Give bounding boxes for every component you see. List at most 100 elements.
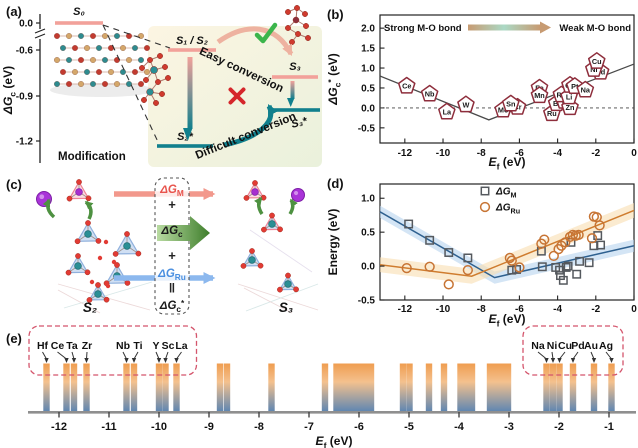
element-label: Mn (534, 91, 545, 100)
panel-e-barcode-chart: -12 -11 -10 -9 -8 -7 -6 -5 -4 -3 -2 -1 Ef (eV) Hf Ce Ta… (28, 325, 636, 448)
y-tick-label: 2.0 (361, 24, 375, 35)
bar (216, 363, 224, 412)
bar (457, 363, 464, 412)
x-tick-label: -8 (477, 304, 486, 315)
element-label: Ru (547, 109, 557, 118)
energy-term-label: ΔGc* (159, 298, 185, 314)
bar-Cu (556, 363, 563, 412)
modification-label: Modification (58, 151, 126, 163)
check-icon (254, 22, 278, 44)
bar-La (173, 363, 180, 412)
x-tick-label: -12 (51, 421, 67, 433)
element-label-Pd: Pd (571, 340, 584, 352)
marker-Sn: Sn (501, 94, 520, 112)
y-tick-label: -1.2 (16, 137, 34, 148)
y-tick-label: 1.0 (361, 194, 375, 205)
bar-Zr (83, 363, 90, 412)
metal-atom-icon (291, 188, 305, 202)
marker-Ce: Ce (397, 76, 416, 94)
bar (406, 363, 413, 412)
x-tick-label: -4 (454, 421, 465, 433)
bar (321, 363, 329, 412)
x-tick-label: -12 (398, 148, 413, 159)
net-conversion-arrow (157, 216, 210, 250)
x-tick-label: -12 (398, 304, 413, 315)
cross-icon (228, 87, 246, 105)
highlight-box (28, 325, 198, 376)
x-tick-label: -4 (553, 148, 562, 159)
s2-state-label: S₂ (83, 300, 97, 315)
bar-Na (543, 363, 550, 412)
x-tick-label: -3 (504, 421, 514, 433)
trend-line (379, 211, 635, 279)
element-label: Cu (592, 57, 602, 66)
element-label-Ag: Ag (599, 340, 613, 352)
legend-item: ΔGM (480, 187, 517, 199)
energy-level-label: S₁ / S₂ (176, 35, 208, 47)
plot-frame (379, 14, 635, 144)
series-points (401, 211, 605, 290)
x-axis-label: Ef (eV) (489, 155, 526, 171)
s3-state-label: S₃ (279, 300, 293, 315)
molecule-illustration (139, 53, 171, 106)
x-axis-label: Ef (eV) (489, 312, 526, 328)
x-tick-label: -7 (304, 421, 314, 433)
element-label-Ni: Ni (547, 340, 558, 352)
energy-level-bar (168, 48, 216, 52)
panel-c-schematic: ΔGM+ΔGc+ΔGRu‖ΔGc*S₂ S₃ (36, 177, 319, 315)
energy-term-label: ΔGc (160, 225, 183, 239)
easy-conversion-arrow (216, 26, 294, 56)
y-tick-label: 0.0 (361, 103, 375, 114)
element-label: Mo (498, 106, 509, 115)
bar-Ag (608, 363, 615, 412)
crystal-structure-illustration (50, 33, 154, 97)
element-label: La (443, 107, 452, 116)
release-arrow (84, 200, 94, 220)
cluster-illustration (277, 272, 299, 293)
bar (440, 363, 448, 412)
bar-Nb (123, 363, 130, 412)
y-tick-label: -0.5 (358, 296, 376, 307)
y-tick-label: 0.0 (19, 19, 33, 30)
y-tick-label: 1.5 (361, 44, 375, 55)
energy-term-label: ΔGM (159, 184, 184, 198)
y-tick-label: 1.0 (361, 64, 375, 75)
release-arrow (254, 196, 264, 215)
legend-label: ΔGRu (495, 203, 520, 216)
element-label: Ni (590, 65, 597, 74)
bar (361, 363, 369, 412)
cluster-illustration (86, 282, 110, 303)
operator-label: + (168, 197, 176, 212)
release-arrow (42, 198, 56, 219)
bar (349, 363, 357, 412)
x-tick-label: -10 (436, 148, 451, 159)
bar (399, 363, 407, 412)
bar-Au (590, 363, 598, 412)
cluster-illustration (112, 231, 142, 257)
bond-strength-gradient-arrow (468, 24, 540, 31)
confidence-band (380, 202, 634, 284)
x-axis-label: Ef (eV) (316, 434, 353, 448)
x-tick-label: 0 (631, 304, 637, 315)
element-label: Sn (506, 100, 515, 109)
element-label-Cu: Cu (558, 340, 572, 352)
element-label: Nb (425, 90, 435, 99)
bar (468, 363, 476, 412)
element-label: W (462, 100, 469, 109)
cluster-illustration (103, 262, 131, 287)
panel-e-label: (e) (6, 331, 22, 346)
x-tick-label: -2 (554, 421, 564, 433)
element-label-Y: Y (152, 340, 159, 352)
cluster-illustration (74, 220, 102, 245)
operator-label: ‖ (169, 281, 175, 296)
element-label-Sc: Sc (162, 340, 175, 352)
panel-c-label: (c) (6, 177, 22, 192)
panel-d-scatter-chart: ΔGM ΔGRu -12 -10 -8 -6 -4 -2 0 -0.5 0.0 0.5 1.0 Ef (e… (326, 183, 637, 328)
x-tick-label: -1 (604, 421, 614, 433)
element-label-Au: Au (584, 340, 598, 352)
x-tick-label: -5 (404, 421, 414, 433)
element-label-Ce: Ce (51, 340, 65, 352)
cluster-illustration (65, 253, 91, 276)
x-tick-label: -4 (553, 304, 562, 315)
element-label-La: La (175, 340, 187, 352)
